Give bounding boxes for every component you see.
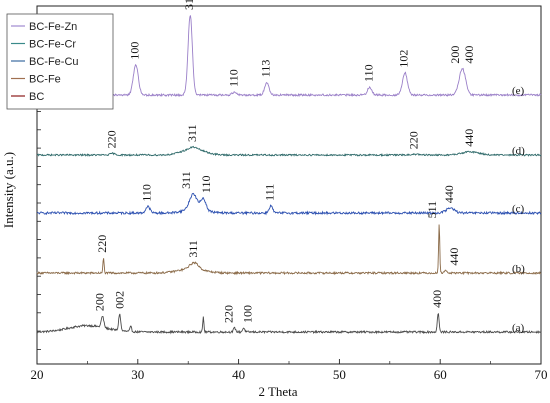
x-axis: 20 30 40 50 60 70 (31, 359, 548, 382)
x-tick-label: 60 (434, 367, 447, 382)
x-axis-title: 2 Theta (258, 384, 297, 399)
legend-label: BC-Fe-Cu (29, 56, 79, 68)
trace-tag: (a) (512, 322, 525, 334)
peak-label: 511 (425, 201, 439, 219)
peak-label: 220 (407, 131, 421, 149)
peak-label: 440 (462, 129, 476, 147)
y-axis-title: Intensity (a.u.) (1, 152, 16, 228)
peak-label: 111 (263, 184, 277, 201)
peak-label: 113 (259, 60, 273, 78)
peak-label: 110 (361, 64, 375, 82)
x-tick-label: 70 (535, 367, 548, 382)
peak-label: 220 (95, 235, 109, 253)
peak-label: 400 (430, 290, 444, 308)
legend: BC-Fe-Zn BC-Fe-Cr BC-Fe-Cu BC-Fe BC (6, 13, 114, 110)
peak-label: 440 (447, 248, 461, 266)
trace-e (36, 15, 542, 98)
trace-a (36, 312, 542, 335)
peak-label: 311 (185, 124, 199, 142)
peak-label: 102 (397, 50, 411, 68)
peak-label: 220 (104, 130, 118, 148)
peak-label: 440 (442, 185, 456, 203)
peak-label: 311 (186, 240, 200, 258)
x-tick-label: 50 (333, 367, 346, 382)
legend-label: BC-Fe-Cr (29, 39, 76, 51)
peak-label: 002 (112, 291, 126, 309)
x-tick-label: 30 (131, 367, 144, 382)
legend-label: BC (29, 91, 44, 103)
peak-label: 110 (226, 69, 240, 87)
trace-group (36, 15, 542, 335)
peak-label: 200 (448, 46, 462, 64)
trace-d (36, 145, 542, 157)
x-tick-label: 40 (232, 367, 245, 382)
legend-label: BC-Fe-Zn (29, 21, 77, 33)
peak-label: 220 (221, 305, 235, 323)
peak-label: 110 (199, 176, 213, 194)
trace-tag: (d) (512, 145, 525, 157)
peak-label: 311 (179, 171, 193, 189)
trace-tag: (e) (512, 85, 525, 97)
trace-tag-group: (a) (b) (c) (d) (e) (512, 85, 525, 334)
trace-tag: (c) (512, 203, 525, 215)
peak-label: 200 (92, 293, 106, 311)
peak-label: 400 (462, 46, 476, 64)
peak-label: 311 (182, 0, 196, 10)
trace-b (36, 224, 542, 276)
legend-label: BC-Fe (29, 74, 61, 86)
trace-tag: (b) (512, 263, 525, 275)
peak-label: 100 (128, 42, 142, 60)
x-tick-label: 20 (31, 367, 44, 382)
peak-label: 110 (140, 184, 154, 202)
peak-label: 100 (240, 305, 254, 323)
trace-c (36, 192, 542, 216)
